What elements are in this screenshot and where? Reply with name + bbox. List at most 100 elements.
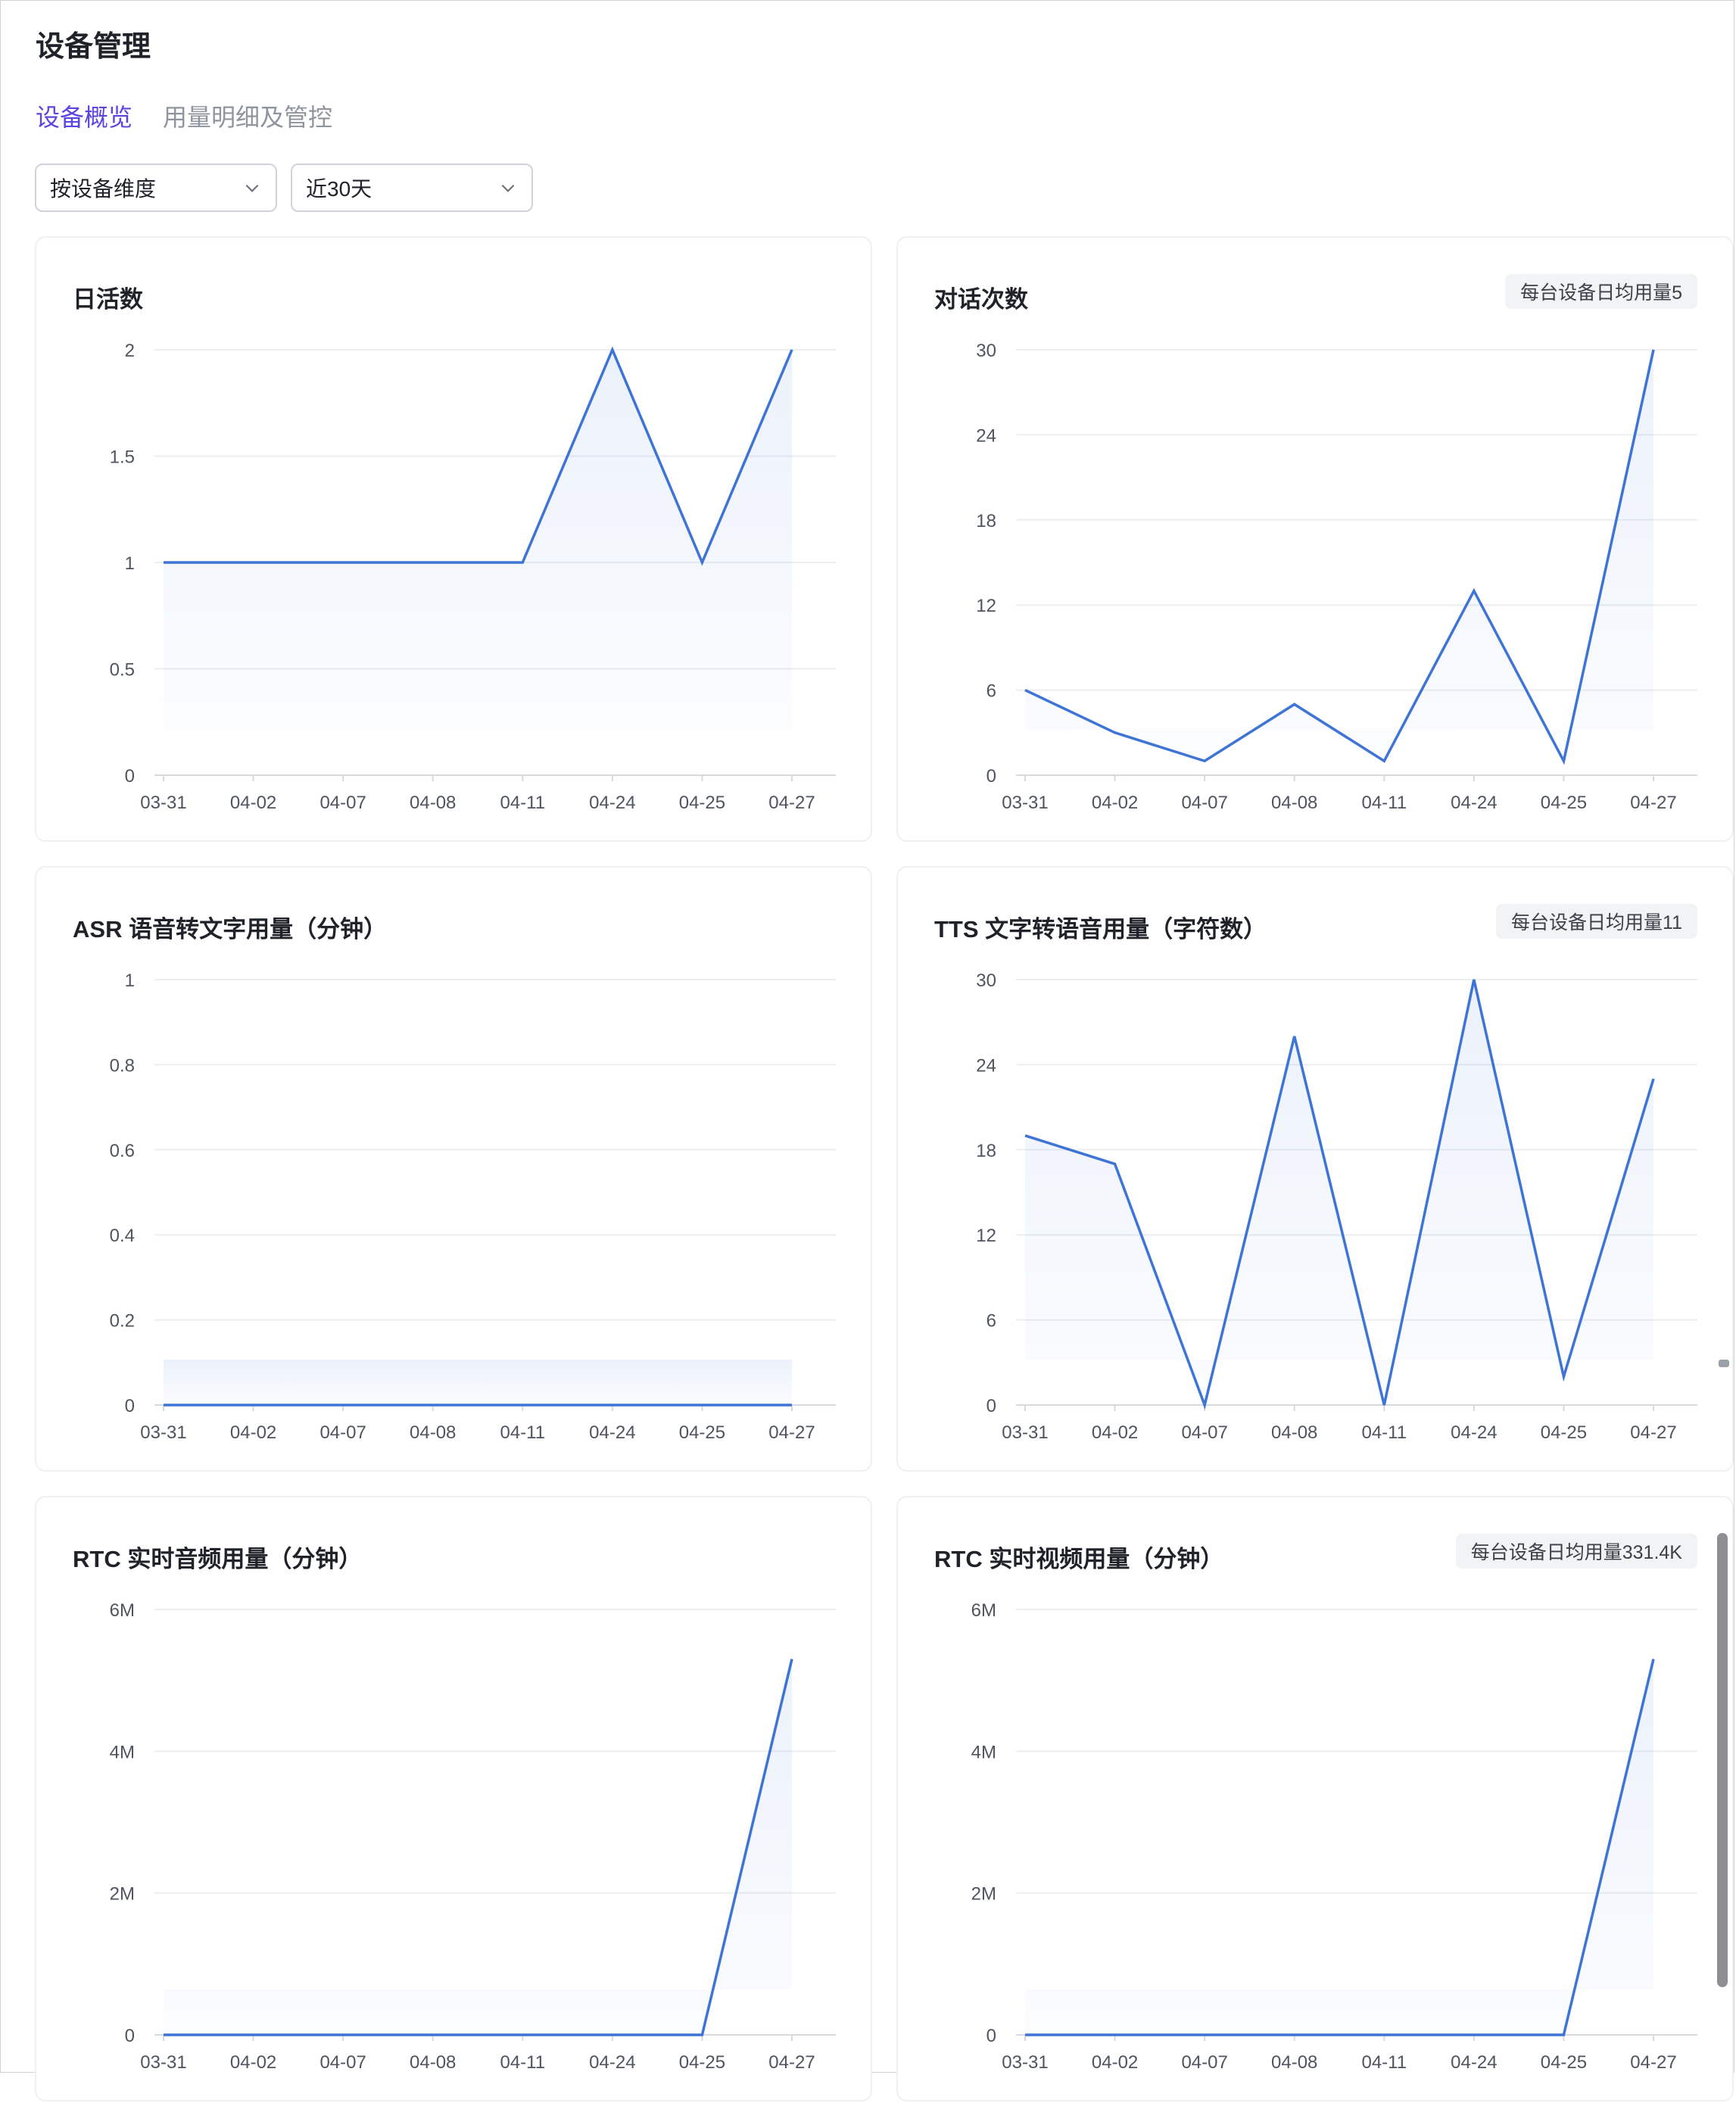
y-tick-label: 6M — [110, 1600, 135, 1621]
dimension-select[interactable]: 按设备维度 — [35, 164, 277, 212]
y-tick-label: 2 — [125, 341, 135, 361]
x-tick-label: 03-31 — [1002, 793, 1048, 813]
y-tick-label: 4M — [110, 1742, 135, 1762]
x-tick-label: 04-08 — [1271, 1422, 1317, 1443]
series-area — [1025, 1659, 1653, 2035]
y-tick-label: 1 — [125, 970, 135, 991]
x-tick-label: 04-27 — [1630, 1422, 1676, 1443]
y-tick-label: 0 — [986, 1396, 996, 1416]
x-tick-label: 04-25 — [1541, 2052, 1587, 2073]
x-tick-label: 04-08 — [410, 1422, 456, 1443]
y-tick-label: 6 — [986, 681, 996, 702]
y-tick-label: 0.4 — [110, 1226, 135, 1246]
x-tick-label: 04-02 — [1092, 1422, 1138, 1443]
x-tick-label: 04-24 — [589, 2052, 635, 2073]
series-line — [1025, 1659, 1653, 2035]
x-tick-label: 04-24 — [589, 1422, 635, 1443]
x-tick-label: 04-02 — [1092, 2052, 1138, 2073]
filter-bar: 按设备维度 近30天 — [35, 164, 533, 212]
x-tick-label: 03-31 — [140, 793, 186, 813]
x-tick-label: 04-27 — [768, 1422, 815, 1443]
x-tick-label: 04-11 — [1361, 793, 1407, 813]
x-tick-label: 04-02 — [230, 2052, 276, 2073]
x-tick-label: 04-25 — [679, 1422, 725, 1443]
dimension-select-value: 按设备维度 — [50, 173, 156, 203]
range-select-value: 近30天 — [306, 173, 372, 203]
x-tick-label: 04-08 — [410, 2052, 456, 2073]
x-tick-label: 04-02 — [230, 793, 276, 813]
scrollbar-thumb[interactable] — [1717, 1533, 1728, 1987]
x-tick-label: 03-31 — [1002, 1422, 1048, 1443]
x-tick-label: 04-08 — [1271, 2052, 1317, 2073]
x-tick-label: 04-25 — [1541, 1422, 1587, 1443]
y-tick-label: 6M — [971, 1600, 996, 1621]
x-tick-label: 04-08 — [410, 793, 456, 813]
y-tick-label: 0.2 — [110, 1311, 135, 1332]
tab-usage-details[interactable]: 用量明细及管控 — [163, 98, 332, 133]
x-tick-label: 04-11 — [500, 2052, 545, 2073]
x-tick-label: 04-02 — [230, 1422, 276, 1443]
series-line — [1025, 350, 1653, 761]
y-tick-label: 30 — [976, 970, 996, 991]
x-tick-label: 04-07 — [1181, 1422, 1227, 1443]
y-tick-label: 24 — [976, 425, 996, 446]
x-tick-label: 04-24 — [1451, 2052, 1497, 2073]
x-tick-label: 04-07 — [1181, 793, 1227, 813]
y-tick-label: 0.8 — [110, 1055, 135, 1076]
x-tick-label: 04-24 — [589, 793, 635, 813]
x-tick-label: 04-27 — [768, 2052, 815, 2073]
x-tick-label: 04-11 — [1361, 1422, 1407, 1443]
y-tick-label: 18 — [976, 1141, 996, 1161]
series-area — [164, 350, 792, 730]
x-tick-label: 03-31 — [1002, 2052, 1048, 2073]
y-tick-label: 0 — [125, 1396, 135, 1416]
y-tick-label: 0 — [125, 766, 135, 787]
x-tick-label: 04-02 — [1092, 793, 1138, 813]
x-tick-label: 04-07 — [319, 1422, 366, 1443]
x-tick-label: 04-25 — [679, 793, 725, 813]
y-tick-label: 0.5 — [110, 660, 135, 681]
series-area — [1025, 350, 1653, 761]
series-area — [1025, 980, 1653, 1405]
chevron-down-icon — [242, 178, 262, 198]
x-tick-label: 04-27 — [768, 793, 815, 813]
y-tick-label: 0 — [986, 766, 996, 787]
x-tick-label: 04-25 — [1541, 793, 1587, 813]
y-tick-label: 0 — [986, 2026, 996, 2046]
x-tick-label: 04-24 — [1451, 793, 1497, 813]
x-tick-label: 04-07 — [319, 793, 366, 813]
x-tick-label: 04-08 — [1271, 793, 1317, 813]
y-tick-label: 18 — [976, 511, 996, 531]
x-tick-label: 04-11 — [1361, 2052, 1407, 2073]
tab-device-overview[interactable]: 设备概览 — [36, 98, 132, 133]
page-title: 设备管理 — [36, 23, 151, 64]
y-tick-label: 4M — [971, 1742, 996, 1762]
chevron-down-icon — [498, 178, 518, 198]
x-tick-label: 04-11 — [500, 1422, 545, 1443]
x-tick-label: 04-07 — [319, 2052, 366, 2073]
x-tick-label: 04-27 — [1630, 2052, 1676, 2073]
tab-bar: 设备概览 用量明细及管控 — [36, 98, 332, 133]
range-select[interactable]: 近30天 — [291, 164, 533, 212]
x-tick-label: 04-07 — [1181, 2052, 1227, 2073]
x-tick-label: 03-31 — [140, 2052, 186, 2073]
scroll-marker — [1719, 1360, 1729, 1367]
x-tick-label: 03-31 — [140, 1422, 186, 1443]
y-tick-label: 12 — [976, 596, 996, 616]
series-line — [164, 1659, 792, 2035]
y-tick-label: 1 — [125, 553, 135, 574]
y-tick-label: 2M — [110, 1884, 135, 1905]
series-area — [164, 1360, 792, 1405]
y-tick-label: 24 — [976, 1055, 996, 1076]
